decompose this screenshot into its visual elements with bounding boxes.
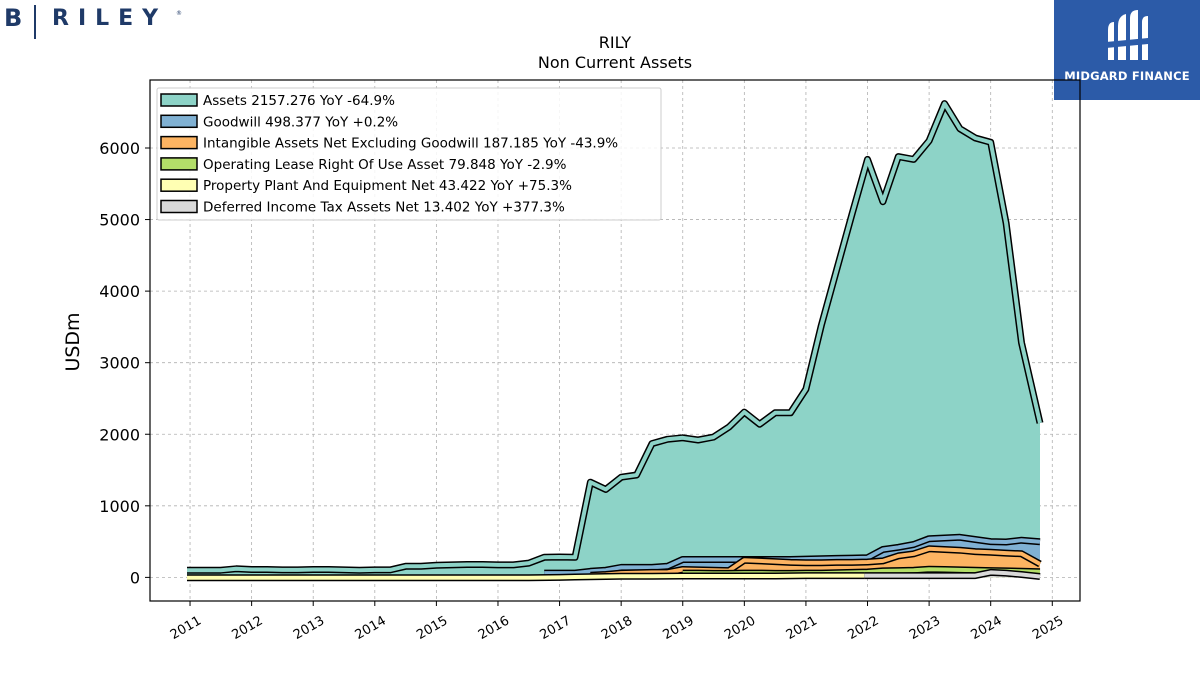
y-tick-label: 6000 bbox=[99, 139, 140, 158]
x-tick-label: 2014 bbox=[353, 613, 389, 643]
series-line-deferred-income-tax-assets-net bbox=[864, 570, 1041, 579]
x-tick-label: 2024 bbox=[969, 613, 1005, 643]
b-riley-logo: B RILEY ® bbox=[0, 0, 200, 45]
series-line-intangible-assets-net-excluding-goodwill bbox=[590, 546, 1041, 578]
b-riley-logo-registered-mark: ® bbox=[176, 10, 182, 17]
x-tick-label: 2022 bbox=[845, 613, 881, 643]
midgard-finance-label: MIDGARD FINANCE bbox=[1064, 69, 1190, 83]
chart-title: RILY bbox=[599, 33, 632, 52]
legend-label: Assets 2157.276 YoY -64.9% bbox=[203, 93, 395, 109]
legend-box bbox=[156, 87, 662, 221]
area-fill-assets bbox=[187, 103, 1040, 578]
y-tick-label: 1000 bbox=[99, 497, 140, 516]
legend-label: Deferred Income Tax Assets Net 13.402 Yo… bbox=[203, 200, 565, 216]
y-tick-label: 3000 bbox=[99, 354, 140, 373]
x-tick-label: 2016 bbox=[476, 613, 512, 643]
legend-swatch bbox=[160, 178, 198, 192]
legend-label: Intangible Assets Net Excluding Goodwill… bbox=[203, 136, 618, 152]
b-riley-logo-divider bbox=[34, 5, 36, 39]
x-tick-label: 2023 bbox=[907, 613, 943, 643]
chart-subtitle: Non Current Assets bbox=[538, 53, 692, 72]
b-riley-logo-wordmark: RILEY bbox=[52, 6, 168, 31]
legend-label: Operating Lease Right Of Use Asset 79.84… bbox=[203, 157, 567, 173]
legend-label: Property Plant And Equipment Net 43.422 … bbox=[203, 178, 572, 194]
y-tick-label: 4000 bbox=[99, 282, 140, 301]
x-axis-ticks: 2011 2012 2013 2014 2015 2016 2017 2018 2019 2020… bbox=[168, 601, 1066, 643]
legend-swatch bbox=[160, 93, 198, 107]
y-axis-ticks: 0 1000 2000 3000 4000 5000 6000 bbox=[99, 139, 150, 587]
midgard-finance-badge: MIDGARD FINANCE bbox=[1054, 0, 1200, 100]
midgard-logo-icon bbox=[1106, 10, 1148, 60]
legend-swatch bbox=[160, 199, 198, 214]
legend-label: Goodwill 498.377 YoY +0.2% bbox=[203, 114, 398, 130]
legend-swatch bbox=[160, 114, 198, 129]
legend-swatch bbox=[160, 157, 198, 171]
chart-series-areas bbox=[187, 100, 1044, 582]
x-tick-label: 2012 bbox=[229, 613, 265, 643]
series-line-property-plant-and-equipment-net bbox=[187, 573, 865, 580]
plot-frame bbox=[149, 79, 1081, 602]
x-tick-label: 2021 bbox=[784, 613, 820, 643]
x-tick-label: 2017 bbox=[537, 613, 573, 643]
series-line-assets bbox=[187, 101, 1042, 573]
x-tick-label: 2025 bbox=[1030, 613, 1066, 643]
x-tick-label: 2013 bbox=[291, 613, 327, 643]
x-tick-label: 2018 bbox=[599, 613, 635, 643]
x-tick-label: 2015 bbox=[414, 613, 450, 643]
legend-swatch bbox=[160, 135, 198, 150]
x-tick-label: 2020 bbox=[722, 613, 758, 643]
chart-legend: Assets 2157.276 YoY -64.9% Goodwill 498.3… bbox=[156, 87, 662, 221]
x-tick-label: 2011 bbox=[168, 613, 204, 643]
x-tick-label: 2019 bbox=[661, 613, 697, 643]
y-tick-label: 5000 bbox=[99, 211, 140, 230]
b-riley-logo-letter: B bbox=[4, 4, 23, 32]
y-tick-label: 0 bbox=[130, 568, 140, 587]
y-tick-label: 2000 bbox=[99, 425, 140, 444]
y-axis-label: USDm bbox=[62, 312, 84, 371]
